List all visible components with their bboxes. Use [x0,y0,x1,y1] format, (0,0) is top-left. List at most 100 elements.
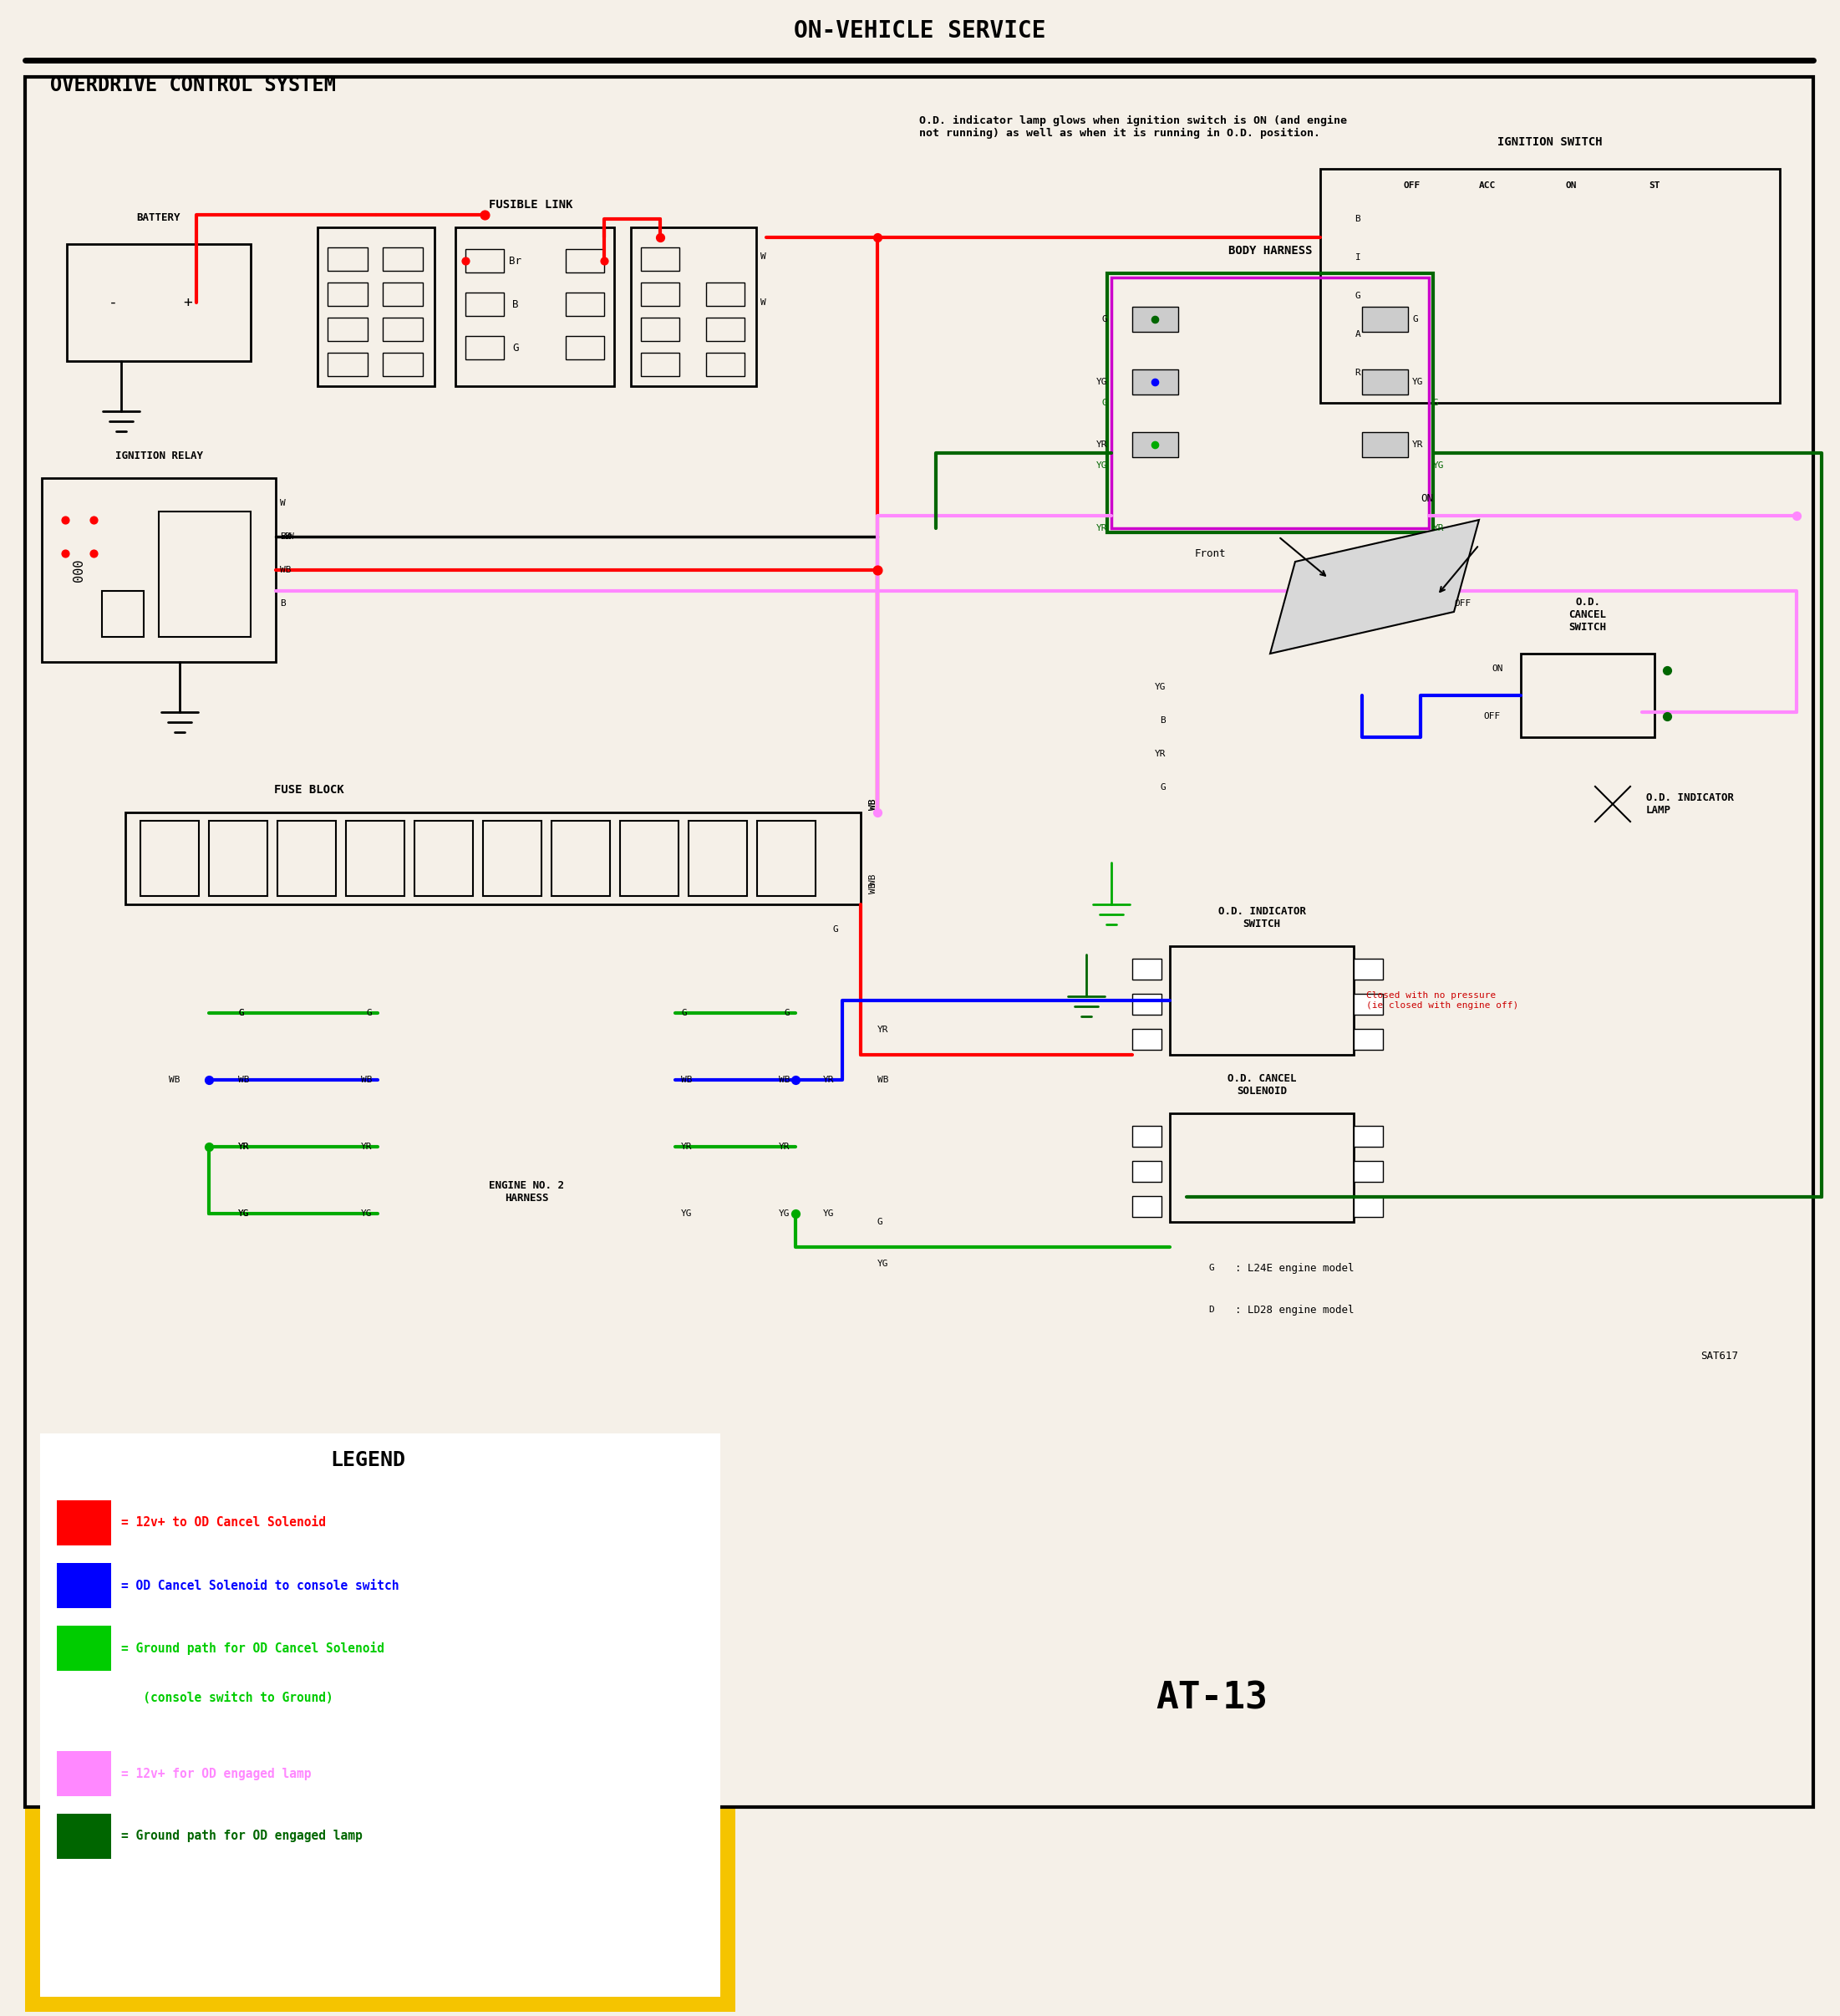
Text: YG: YG [1097,462,1108,470]
Text: ENGINE NO. 2
HARNESS: ENGINE NO. 2 HARNESS [489,1179,565,1204]
Bar [318,228,434,387]
Bar [1354,1125,1384,1147]
Text: 000: 000 [74,558,86,581]
Text: G: G [1209,1264,1214,1272]
Bar [26,1419,736,2012]
Bar [1132,1195,1161,1218]
Bar [26,77,1812,1806]
Text: WB: WB [361,1077,372,1085]
Text: IGNITION RELAY: IGNITION RELAY [114,450,202,462]
Bar [1522,653,1654,738]
Point [1141,365,1170,397]
Point [195,1131,224,1163]
Bar [158,512,250,637]
Point [1781,500,1811,532]
Bar [631,228,756,387]
Text: = Ground path for OD Cancel Solenoid: = Ground path for OD Cancel Solenoid [121,1641,385,1655]
Bar [482,821,541,895]
Polygon shape [1270,520,1479,653]
Text: ON: ON [1420,494,1433,504]
Text: G: G [878,1218,883,1226]
Text: G: G [1433,399,1439,407]
Bar [456,228,615,387]
Bar [1108,274,1433,532]
Bar [383,319,423,341]
Text: YG: YG [361,1210,372,1218]
Text: B: B [1354,216,1360,224]
Point [469,200,499,232]
Bar [383,282,423,306]
Text: G: G [834,925,839,933]
Bar [57,1814,110,1859]
Bar [125,812,861,905]
Bar [1321,169,1779,403]
Text: D: D [1209,1306,1214,1314]
Bar [40,1433,719,1996]
Bar [1132,1161,1161,1181]
Bar [707,282,745,306]
Text: W: W [760,298,765,306]
Point [451,244,480,276]
FancyBboxPatch shape [686,823,749,895]
Text: ON: ON [1566,181,1577,190]
Text: WB: WB [868,798,878,810]
Text: G: G [1411,314,1419,323]
Text: YR: YR [1154,750,1167,758]
Text: BW: BW [280,532,291,540]
Point [863,554,892,587]
Text: O.D. INDICATOR
SWITCH: O.D. INDICATOR SWITCH [1218,905,1306,929]
Text: = Ground path for OD engaged lamp: = Ground path for OD engaged lamp [121,1831,362,1843]
Text: YR: YR [1433,524,1444,532]
Bar [1132,1125,1161,1147]
Point [863,796,892,829]
Bar [1362,306,1408,333]
Bar [383,248,423,270]
Bar [1354,1195,1384,1218]
Text: YR: YR [822,1077,834,1085]
Point [1652,655,1682,687]
Bar [1170,1113,1354,1222]
Text: = 12v+ for OD engaged lamp: = 12v+ for OD engaged lamp [121,1768,311,1780]
Text: WB: WB [681,1077,692,1085]
Text: : L24E engine model: : L24E engine model [1235,1262,1354,1274]
Text: WB: WB [237,1077,250,1085]
Point [1652,700,1682,732]
Bar [620,821,679,895]
Bar [1111,278,1430,528]
Text: W: W [760,252,765,260]
Text: G: G [1354,292,1360,300]
Text: -: - [109,294,118,310]
Text: G: G [1102,314,1108,323]
Bar [1354,994,1384,1014]
Text: YR: YR [681,1143,692,1151]
Text: ST: ST [1649,181,1660,190]
Text: OVERDRIVE CONTROL SYSTEM: OVERDRIVE CONTROL SYSTEM [50,75,337,95]
Text: W: W [280,500,285,508]
Text: G: G [512,343,519,353]
Bar [101,591,144,637]
Text: WB: WB [868,883,878,893]
Bar [466,292,504,317]
Bar [1132,1028,1161,1050]
Text: B: B [1159,716,1167,724]
Text: FUSE BLOCK: FUSE BLOCK [274,784,344,796]
Bar [1362,431,1408,458]
Bar [565,292,604,317]
Bar [328,319,368,341]
Text: B: B [280,599,285,607]
Text: YR: YR [1097,439,1108,450]
FancyBboxPatch shape [550,823,611,895]
Text: Closed with no pressure
(ie closed with engine off): Closed with no pressure (ie closed with … [1367,992,1518,1010]
Text: B: B [512,298,519,310]
Text: YG: YG [237,1210,250,1218]
Point [50,536,79,569]
Bar [756,821,815,895]
Bar [57,1752,110,1796]
Text: YG: YG [822,1210,834,1218]
FancyBboxPatch shape [344,823,407,895]
Bar [1132,960,1161,980]
Text: O.D.
CANCEL
SWITCH: O.D. CANCEL SWITCH [1570,597,1606,633]
Bar [57,1562,110,1609]
Point [589,244,618,276]
Bar [328,248,368,270]
